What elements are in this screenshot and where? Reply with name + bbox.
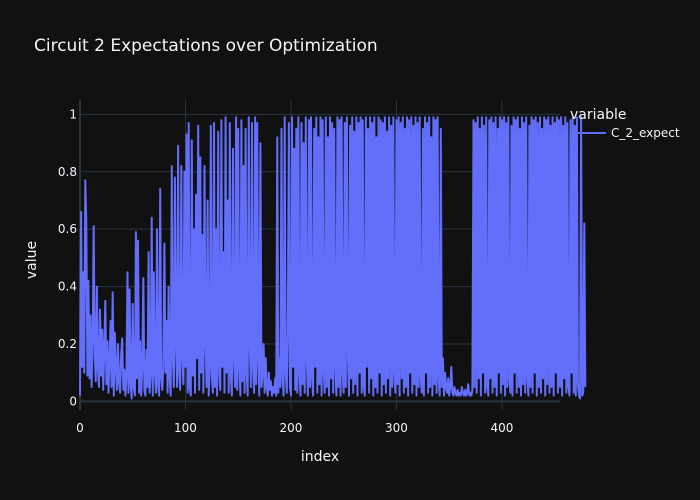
series-line-c-2-expect[interactable] [79, 116, 587, 400]
y-tick-label: 0.4 [58, 280, 77, 294]
x-tick-label: 0 [76, 421, 84, 435]
x-tick-label: 300 [385, 421, 408, 435]
y-axis-label: value [24, 241, 40, 279]
legend-item-c-2-expect[interactable]: C_2_expect [611, 126, 680, 140]
y-tick-label: 1 [69, 107, 77, 121]
chart-title: Circuit 2 Expectations over Optimization [34, 36, 378, 56]
y-tick-label: 0 [69, 394, 77, 408]
legend[interactable]: variable C_2_expect [570, 107, 680, 140]
x-tick-label: 100 [174, 421, 197, 435]
series-layer [79, 116, 587, 400]
x-axis-ticks: 0 100 200 300 400 [76, 421, 513, 435]
y-tick-label: 0.6 [58, 222, 77, 236]
y-tick-label: 0.2 [58, 337, 77, 351]
y-axis-ticks: 0 0.2 0.4 0.6 0.8 1 [58, 107, 77, 408]
y-tick-label: 0.8 [58, 165, 77, 179]
x-tick-label: 200 [280, 421, 303, 435]
legend-title: variable [570, 107, 626, 123]
x-tick-label: 400 [491, 421, 514, 435]
x-axis-label: index [301, 449, 339, 465]
